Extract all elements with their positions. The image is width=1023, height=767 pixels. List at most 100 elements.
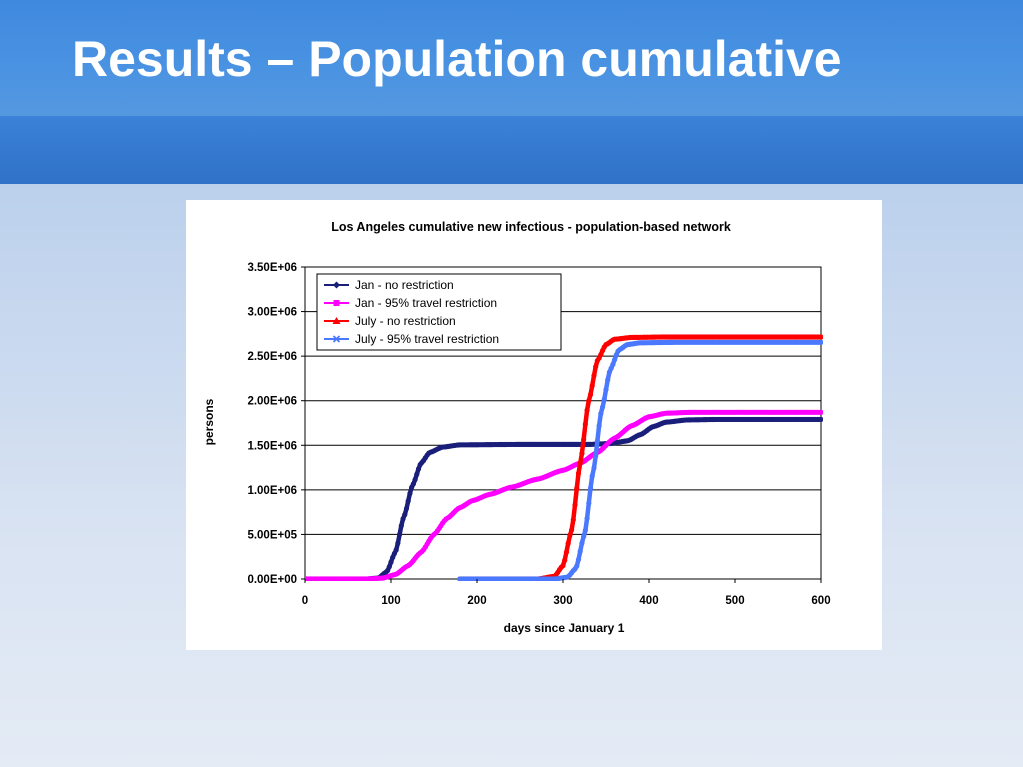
x-tick-label: 600 xyxy=(811,595,830,607)
data-point xyxy=(591,465,597,471)
data-point xyxy=(586,398,592,404)
series-july-no-restriction xyxy=(457,334,823,581)
data-point xyxy=(601,396,607,402)
data-point xyxy=(407,490,413,497)
legend-item: July - 95% travel restriction xyxy=(324,332,499,346)
series-line xyxy=(305,410,823,581)
data-point xyxy=(605,377,611,383)
data-point xyxy=(574,563,580,569)
data-point xyxy=(560,563,566,569)
x-tick-label: 200 xyxy=(467,595,486,607)
data-point xyxy=(565,540,571,546)
data-point xyxy=(589,473,595,479)
data-point xyxy=(586,500,592,506)
series-line xyxy=(457,334,823,581)
series-july-95-travel-restriction xyxy=(457,339,823,581)
data-point xyxy=(405,498,411,504)
data-point xyxy=(579,451,585,457)
data-point xyxy=(587,485,594,491)
chart-title: Los Angeles cumulative new infectious - … xyxy=(331,220,731,234)
slide-header xyxy=(0,0,1023,116)
legend-item: Jan - 95% travel restriction xyxy=(324,296,497,310)
data-point xyxy=(612,357,618,363)
data-point xyxy=(579,540,585,546)
data-point xyxy=(386,564,392,570)
data-point xyxy=(818,334,823,340)
data-point xyxy=(818,339,823,345)
data-point xyxy=(403,505,410,512)
y-tick-label: 5.00E+05 xyxy=(247,529,297,541)
line-chart: Los Angeles cumulative new infectious - … xyxy=(202,220,831,635)
data-point xyxy=(598,351,604,358)
data-point xyxy=(818,416,823,423)
data-point xyxy=(581,437,587,443)
y-tick-label: 2.00E+06 xyxy=(247,396,297,408)
legend-box xyxy=(316,273,562,351)
series-jan-no-restriction xyxy=(305,416,823,581)
data-point xyxy=(591,373,597,379)
data-point xyxy=(567,532,573,538)
data-point xyxy=(395,540,401,546)
data-point xyxy=(596,423,602,429)
slide-title: Results – Population cumulative xyxy=(72,31,842,87)
data-point xyxy=(584,515,590,521)
slide-header-band xyxy=(0,116,1023,184)
data-point xyxy=(569,527,575,533)
y-tick-label: 2.50E+06 xyxy=(247,351,297,363)
x-tick-label: 0 xyxy=(302,595,308,607)
data-point xyxy=(593,364,599,370)
data-point xyxy=(393,547,399,553)
y-tick-label: 1.00E+06 xyxy=(247,485,297,497)
data-point xyxy=(572,502,578,508)
legend-label: Jan - 95% travel restriction xyxy=(355,296,497,310)
legend-label: July - no restriction xyxy=(355,314,456,328)
data-point xyxy=(388,559,394,565)
data-point xyxy=(818,409,823,415)
legend-marker xyxy=(333,281,340,289)
data-point xyxy=(400,516,406,522)
series-jan-95-travel-restriction xyxy=(305,409,823,581)
data-point xyxy=(594,438,600,444)
data-point xyxy=(574,485,580,491)
data-point xyxy=(610,361,616,368)
data-point xyxy=(414,471,420,477)
x-tick-label: 100 xyxy=(381,595,400,607)
data-point xyxy=(577,460,583,466)
legend-marker xyxy=(333,300,340,306)
x-tick-label: 300 xyxy=(553,595,572,607)
data-point xyxy=(397,531,403,538)
data-point xyxy=(415,466,422,472)
data-point xyxy=(581,533,587,540)
legend-item: Jan - no restriction xyxy=(324,278,454,292)
data-point xyxy=(599,404,606,410)
data-point xyxy=(587,392,594,398)
legend: Jan - no restriction Jan - 95% travel res… xyxy=(316,273,562,351)
legend-marker xyxy=(332,317,341,324)
data-point xyxy=(582,527,588,534)
data-point xyxy=(584,407,590,413)
data-point xyxy=(593,453,599,459)
series-layer xyxy=(305,334,823,581)
legend-item: July - no restriction xyxy=(324,314,456,328)
data-point xyxy=(562,557,568,563)
y-tick-label: 3.50E+06 xyxy=(247,262,297,274)
data-point xyxy=(603,386,609,393)
data-point xyxy=(402,512,408,518)
y-tick-label: 1.50E+06 xyxy=(247,440,297,452)
data-point xyxy=(575,470,582,476)
series-line xyxy=(457,340,823,581)
data-point xyxy=(410,481,416,487)
x-tick-label: 500 xyxy=(725,595,744,607)
data-point xyxy=(577,548,583,554)
y-tick-label: 0.00E+00 xyxy=(247,574,297,586)
legend-label: July - 95% travel restriction xyxy=(355,332,499,346)
data-point xyxy=(398,523,404,529)
data-point xyxy=(575,556,582,563)
y-tick-label: 3.00E+06 xyxy=(247,307,297,319)
data-point xyxy=(589,383,595,389)
legend-label: Jan - no restriction xyxy=(355,278,454,292)
chart-panel: Los Angeles cumulative new infectious - … xyxy=(186,200,882,650)
data-point xyxy=(582,421,588,427)
y-axis-label: persons xyxy=(202,398,216,445)
data-point xyxy=(563,549,570,555)
